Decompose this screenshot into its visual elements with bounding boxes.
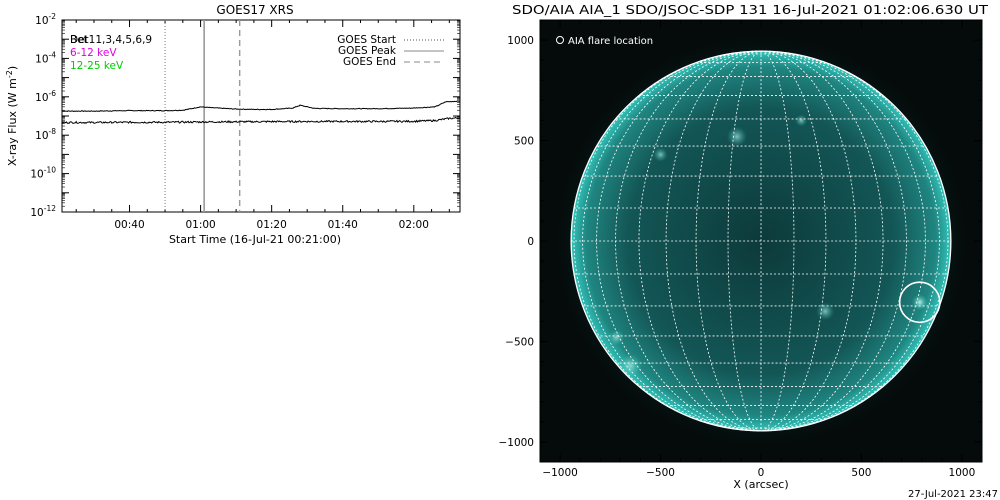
- aia-x-tick-label: 0: [758, 467, 765, 479]
- x-tick-label: 00:40: [114, 219, 144, 231]
- aia-image-chart: SDO/AIA AIA_1 SDO/JSOC-SDP 131 16-Jul-20…: [498, 3, 998, 500]
- aia-y-axis: −1000 −500 0 500 1000: [498, 35, 982, 449]
- longitude-line: [760, 50, 940, 432]
- y-tick-base: 10: [30, 207, 43, 219]
- goes-title: GOES17 XRS: [216, 3, 293, 17]
- legend-channel-detectors: Det11,3,4,5,6,9: [70, 34, 152, 46]
- flare-location-circle: [898, 281, 941, 324]
- legend-goes-peak: GOES Peak: [338, 45, 397, 57]
- plot-timestamp: 27-Jul-2021 23:47: [908, 489, 998, 500]
- goes-event-lines: [164, 20, 241, 212]
- aia-y-tick-label: −500: [505, 336, 534, 348]
- y-tick-label: 10-10: [30, 166, 56, 181]
- goes-x-axis-label: Start Time (16-Jul-21 00:21:00): [169, 233, 341, 246]
- legend-goes-start: GOES Start: [337, 34, 396, 46]
- aia-x-tick-label: −1000: [542, 467, 578, 479]
- goes-marker-legend: GOES Start GOES Peak GOES End: [337, 34, 444, 68]
- flare-legend-marker: [556, 36, 564, 44]
- aia-x-tick-label: −500: [646, 467, 675, 479]
- y-tick-exp: -6: [49, 89, 57, 98]
- goes-series-2-line: [61, 116, 461, 124]
- aia-x-tick-label: 1000: [949, 467, 976, 479]
- longitude-line: [615, 50, 762, 432]
- active-region-brightening: [608, 329, 625, 346]
- aia-x-axis-label: X (arcsec): [733, 478, 788, 491]
- active-region-brightening: [653, 147, 668, 162]
- active-region-brightening: [618, 353, 643, 378]
- y-tick-base: 10: [35, 92, 48, 104]
- longitude-line: [760, 50, 884, 432]
- y-tick-exp: -12: [44, 204, 56, 213]
- aia-y-tick-label: 1000: [507, 35, 534, 47]
- y-tick-base: 10: [35, 15, 48, 27]
- y-tick-exp: -4: [49, 50, 57, 59]
- solar-limb: [570, 50, 952, 432]
- legend-channel-12-25kev: 12-25 keV: [70, 60, 124, 72]
- active-regions: [608, 114, 928, 378]
- goes-series-group: [61, 100, 461, 124]
- aia-legend: AIA flare location: [556, 36, 653, 47]
- active-region-brightening: [795, 114, 808, 127]
- x-tick-label: 02:00: [399, 219, 429, 231]
- flare-legend-label: AIA flare location: [568, 36, 653, 47]
- longitude-line: [760, 50, 795, 432]
- y-tick-label: 10-4: [35, 50, 56, 65]
- y-tick-label: 10-2: [35, 12, 56, 27]
- y-tick-base: 10: [35, 130, 48, 142]
- legend-channel-6-12kev: 6-12 keV: [70, 47, 117, 59]
- y-tick-exp: -2: [49, 12, 57, 21]
- y-tick-exp: -8: [49, 127, 57, 136]
- x-tick-label: 01:20: [257, 219, 287, 231]
- aia-x-tick-label: 500: [851, 467, 871, 479]
- y-tick-label: 10-8: [35, 127, 56, 142]
- legend-channel-detectors-overlay: Bet: [70, 34, 88, 46]
- longitude-line: [727, 50, 762, 432]
- longitude-line: [665, 50, 762, 432]
- y-tick-exp: -10: [44, 166, 56, 175]
- y-tick-label: 10-6: [35, 89, 56, 104]
- longitude-line: [695, 50, 762, 432]
- y-tick-base: 10: [30, 169, 43, 181]
- aia-y-tick-label: 0: [527, 236, 534, 248]
- aia-title: SDO/AIA AIA_1 SDO/JSOC-SDP 131 16-Jul-20…: [512, 3, 989, 17]
- goes-x-axis: 00:40 01:00 01:20 01:40 02:00: [75, 20, 450, 231]
- aia-y-tick-label: −1000: [498, 437, 534, 449]
- active-region-brightening: [726, 126, 747, 147]
- aia-x-axis: −1000 −500 0 500 1000: [542, 20, 975, 479]
- active-region-brightening: [816, 302, 835, 321]
- goes-plot-frame: [61, 19, 461, 213]
- legend-goes-end: GOES End: [343, 56, 396, 68]
- longitude-line: [760, 50, 827, 432]
- longitude-line: [760, 50, 907, 432]
- x-tick-label: 01:00: [185, 219, 215, 231]
- x-tick-label: 01:40: [328, 219, 358, 231]
- goes-series-1-line: [62, 100, 461, 112]
- longitude-line: [582, 50, 762, 432]
- longitude-line: [760, 50, 857, 432]
- goes-y-axis-label: X-ray Flux (W m-2): [5, 66, 19, 166]
- y-tick-label: 10-12: [30, 204, 56, 219]
- aia-y-tick-label: 500: [514, 136, 534, 148]
- y-tick-base: 10: [35, 53, 48, 65]
- goes-channel-legend: Bet Det11,3,4,5,6,9 6-12 keV 12-25 keV: [70, 34, 152, 72]
- longitude-line: [638, 50, 762, 432]
- longitude-line: [760, 50, 926, 432]
- longitude-line: [596, 50, 762, 432]
- flare-brightening: [911, 294, 928, 311]
